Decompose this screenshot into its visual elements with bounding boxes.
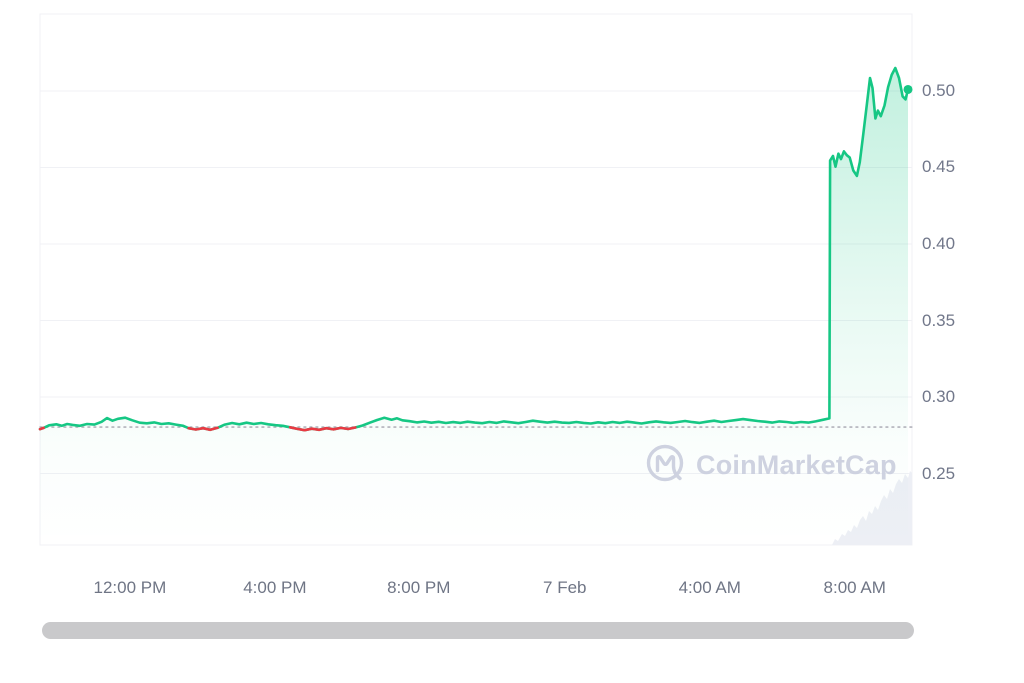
x-axis-tick-label: 12:00 PM	[93, 578, 167, 597]
last-price-dot	[903, 84, 913, 94]
price-line-up	[38, 66, 910, 432]
x-axis-tick-label: 8:00 AM	[823, 578, 886, 597]
y-axis-tick-label: 0.35	[922, 310, 956, 330]
coinmarketcap-watermark: CoinMarketCap	[645, 441, 897, 489]
coinmarketcap-logo-icon	[646, 444, 684, 482]
chart-scrollbar-thumb[interactable]	[42, 622, 914, 639]
y-axis-tick-label: 0.30	[922, 387, 956, 407]
watermark-brand-text: CoinMarketCap	[696, 450, 897, 480]
price-line-down	[38, 426, 45, 431]
y-axis-tick-label: 0.45	[922, 157, 956, 177]
price-line-down	[187, 426, 219, 432]
price-area-fill	[40, 68, 909, 545]
y-axis-tick-label: 0.25	[922, 463, 956, 483]
x-axis-tick-label: 4:00 AM	[678, 578, 741, 597]
y-axis-tick-label: 0.50	[922, 80, 956, 100]
y-axis-tick-label: 0.40	[922, 233, 956, 253]
x-axis-tick-label: 7 Feb	[543, 578, 587, 597]
x-axis-tick-label: 4:00 PM	[243, 578, 307, 597]
price-line-down	[288, 425, 357, 432]
x-axis-tick-label: 8:00 PM	[387, 578, 451, 597]
